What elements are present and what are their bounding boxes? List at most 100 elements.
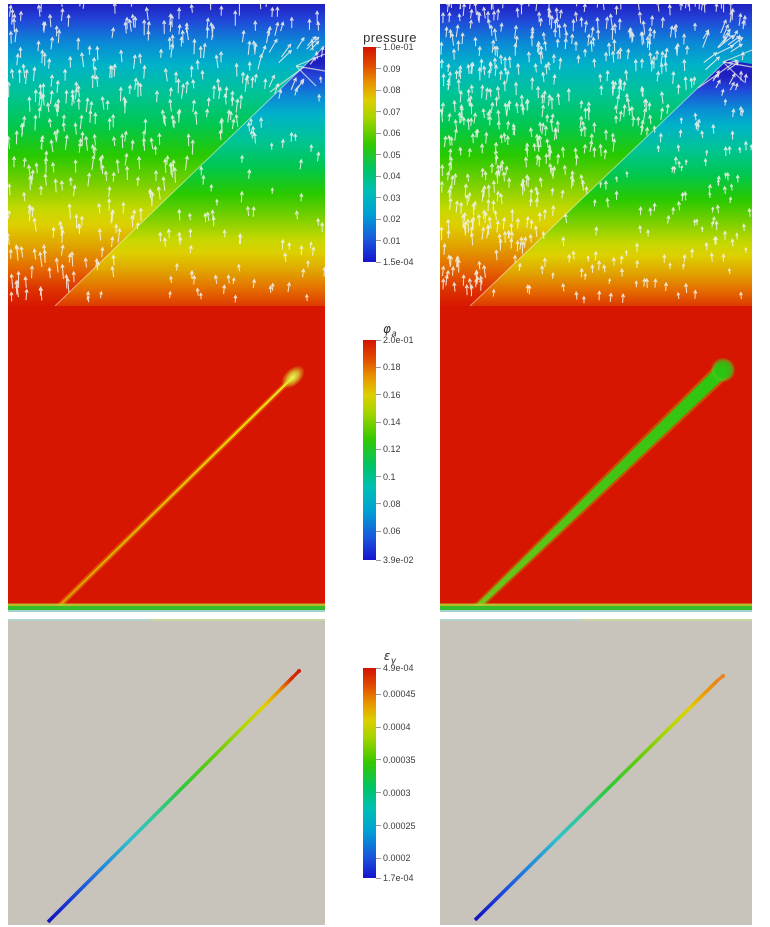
tick-mark	[376, 111, 381, 112]
tick-mark	[376, 503, 381, 505]
tick-mark	[376, 132, 381, 134]
tick-label: 0.0004	[383, 722, 411, 732]
phi-a-colorbar-gradient	[363, 340, 376, 560]
velocity-arrow-glyphs	[440, 4, 752, 304]
tick-mark	[376, 559, 381, 561]
shear-band-line	[54, 376, 294, 611]
pressure-colorbar-gradient	[363, 47, 376, 262]
phi-a-colorbar: φa 2.0e-01 0.18 0.16 0.14 0.12 0.1 0.08 0.06 3.9…	[330, 322, 450, 567]
colorbar-tick: 0.16	[376, 390, 401, 400]
colorbar-tick: 1.0e-01	[376, 42, 414, 52]
colorbar-tick: 1.5e-04	[376, 257, 414, 267]
epsilon-gamma-gray-field	[440, 619, 752, 925]
colorbar-tick: 0.08	[376, 499, 401, 509]
colorbar-tick: 0.08	[376, 85, 401, 95]
crack-line	[469, 59, 728, 306]
phi-a-red-field	[440, 306, 752, 612]
tick-label: 0.09	[383, 63, 401, 74]
epsilon-gamma-colorbar-gradient	[363, 668, 376, 878]
pressure-field-right-panel	[440, 4, 752, 306]
phi-a-field-right-panel	[440, 306, 752, 612]
top-boundary-remnant	[440, 619, 752, 621]
tick-mark	[376, 261, 381, 263]
tick-mark	[376, 175, 381, 177]
tick-mark	[376, 476, 381, 478]
crack-tip-streak	[295, 65, 325, 72]
velocity-arrow-glyphs	[8, 4, 325, 303]
phi-a-red-field	[8, 306, 325, 612]
tick-label: 0.00035	[383, 754, 416, 765]
colorbar-tick: 2.0e-01	[376, 335, 414, 345]
colorbar-tick: 0.14	[376, 417, 401, 427]
tick-label: 1.5e-04	[383, 257, 414, 267]
crack-tip-streak	[697, 63, 733, 89]
tick-label: 0.1	[383, 471, 396, 482]
tick-label: 0.08	[383, 85, 401, 95]
strain-line-tip-dot	[721, 674, 725, 678]
tick-label: 0.07	[383, 106, 401, 117]
colorbar-tick: 0.04	[376, 171, 401, 181]
tick-mark	[376, 530, 381, 532]
colorbar-tick: 0.00035	[376, 755, 416, 765]
tick-label: 0.18	[383, 362, 401, 373]
tick-mark	[376, 240, 381, 241]
pressure-field-svg	[440, 4, 752, 306]
colorbar-tick: 0.02	[376, 214, 401, 224]
colorbar-tick: 0.07	[376, 107, 401, 117]
colorbar-tick: 1.7e-04	[376, 873, 414, 883]
tick-mark	[376, 726, 381, 728]
colorbar-tick: 0.1	[376, 472, 396, 482]
tick-mark	[376, 154, 381, 155]
epsilon-gamma-field-left-panel	[8, 619, 325, 925]
pressure-colorbar: pressure 1.0e-01 0.09 0.08 0.07 0.06 0.05 0.04…	[330, 30, 450, 270]
epsilon-gamma-field-svg	[440, 619, 752, 925]
phi-a-field-svg	[8, 306, 325, 612]
tick-label: 1.7e-04	[383, 873, 414, 883]
colorbar-tick: 0.0002	[376, 853, 411, 863]
colorbar-tick: 0.09	[376, 64, 401, 74]
tick-label: 0.04	[383, 171, 401, 181]
epsilon-gamma-gray-field	[8, 619, 325, 925]
shear-band-tip-blob	[710, 357, 736, 383]
colorbar-tick: 0.12	[376, 444, 401, 454]
tick-mark	[376, 89, 381, 91]
colorbar-tick: 0.01	[376, 236, 401, 246]
tick-mark	[376, 792, 381, 794]
tick-mark	[376, 693, 381, 695]
strain-line	[46, 675, 295, 924]
tick-label: 0.0002	[383, 853, 411, 864]
tick-label: 1.0e-01	[383, 42, 414, 52]
tick-mark	[376, 825, 381, 826]
tick-label: 3.9e-02	[383, 555, 414, 565]
colorbar-tick: 0.0004	[376, 722, 411, 732]
strain-line-tip-dot	[297, 669, 301, 673]
epsilon-gamma-field-right-panel	[440, 619, 752, 925]
colorbar-title-text: pressure	[363, 30, 417, 45]
colorbar-tick: 0.06	[376, 128, 401, 138]
pressure-colorbar-title: pressure	[330, 30, 450, 48]
tick-label: 2.0e-01	[383, 335, 414, 345]
pressure-field-svg	[8, 4, 325, 306]
tick-mark	[376, 759, 381, 761]
colorbar-tick: 3.9e-02	[376, 555, 414, 565]
tick-mark	[376, 667, 381, 669]
strain-line	[473, 678, 720, 922]
crack-tip-streak	[722, 49, 752, 63]
tick-label: 0.00045	[383, 689, 416, 700]
colorbar-tick: 0.05	[376, 150, 401, 160]
crack-line	[54, 45, 325, 306]
tick-label: 0.06	[383, 526, 401, 537]
epsilon-gamma-colorbar-ticks: 4.9e-04 0.00045 0.0004 0.00035 0.0003 0.00025…	[376, 663, 448, 883]
crack-tip-streak	[295, 53, 325, 67]
top-boundary-remnant	[8, 619, 325, 621]
tick-mark	[376, 197, 381, 198]
colorbar-tick: 0.03	[376, 193, 401, 203]
epsilon-gamma-field-svg	[8, 619, 325, 925]
tick-label: 0.0003	[383, 787, 411, 798]
shear-band-tip-glow	[281, 365, 305, 389]
phi-a-field-svg	[440, 306, 752, 612]
shear-band-wedge	[471, 365, 728, 612]
colorbar-tick: 0.00025	[376, 821, 416, 831]
tick-label: 4.9e-04	[383, 663, 414, 673]
